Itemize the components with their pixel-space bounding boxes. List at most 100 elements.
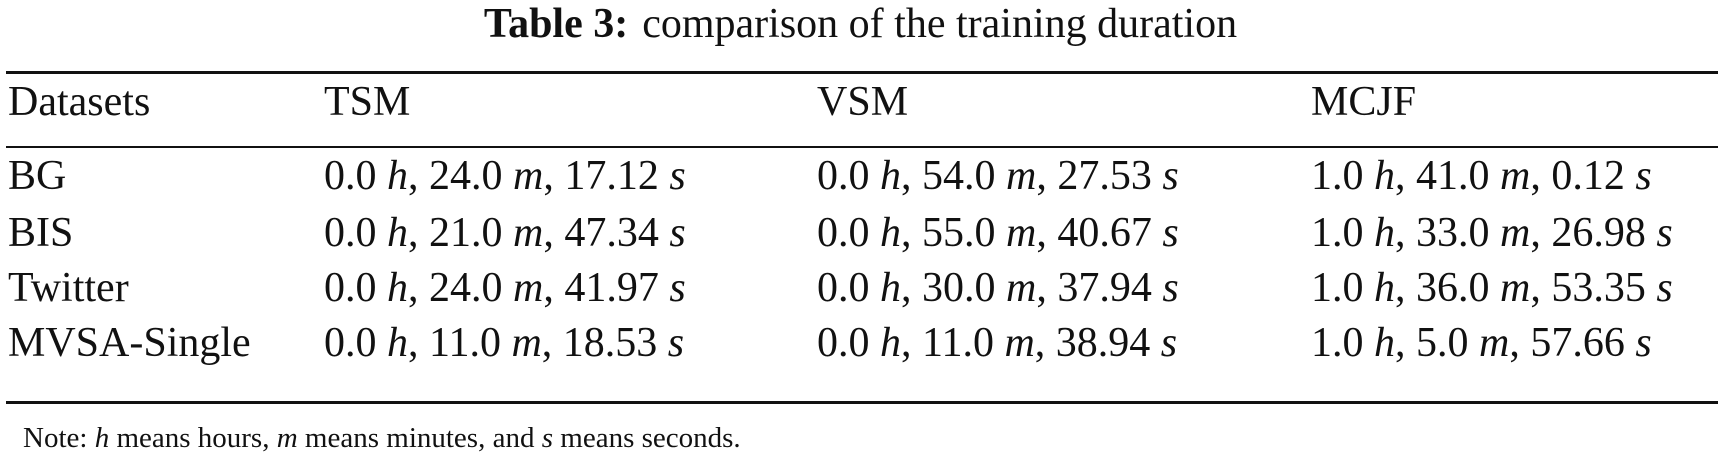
seconds-unit: s [1656, 210, 1673, 256]
minutes-value: 54.0 [922, 153, 996, 199]
minutes-value: 24.0 [429, 265, 503, 311]
note-h-text: means hours, [116, 422, 270, 454]
seconds-value: 26.98 [1551, 210, 1646, 256]
minutes-value: 36.0 [1416, 265, 1490, 311]
hours-value: 1.0 [1311, 210, 1364, 256]
table-top-rule [6, 71, 1718, 74]
hours-value: 0.0 [817, 265, 870, 311]
minutes-value: 55.0 [922, 210, 996, 256]
duration-cell-tsm: 0.0 h, 11.0 m, 18.53 s [324, 320, 685, 366]
duration-cell-vsm: 0.0 h, 55.0 m, 40.67 s [817, 210, 1179, 256]
hours-unit: h [1374, 153, 1395, 199]
seconds-value: 53.35 [1551, 265, 1646, 311]
seconds-unit: s [1162, 210, 1179, 256]
minutes-unit: m [1006, 265, 1037, 311]
minutes-unit: m [513, 153, 544, 199]
seconds-unit: s [669, 265, 686, 311]
hours-value: 0.0 [324, 320, 377, 366]
hours-value: 0.0 [817, 320, 870, 366]
note-m-symbol: m [276, 422, 298, 454]
hours-value: 0.0 [817, 210, 870, 256]
hours-unit: h [1374, 265, 1395, 311]
minutes-unit: m [1006, 210, 1037, 256]
duration-cell-mcjf: 1.0 h, 41.0 m, 0.12 s [1311, 153, 1652, 199]
table-row: Twitter 0.0 h, 24.0 m, 41.97 s 0.0 h, 30.0… [0, 258, 1721, 318]
seconds-value: 17.12 [564, 153, 659, 199]
seconds-unit: s [669, 153, 686, 199]
duration-cell-mcjf: 1.0 h, 33.0 m, 26.98 s [1311, 210, 1673, 256]
table-row: BG 0.0 h, 24.0 m, 17.12 s 0.0 h, 54.0 m, 2… [0, 146, 1721, 206]
seconds-value: 18.53 [562, 320, 658, 366]
minutes-value: 21.0 [429, 210, 503, 256]
hours-value: 1.0 [1311, 153, 1364, 199]
hours-unit: h [387, 210, 408, 256]
seconds-value: 47.34 [564, 210, 659, 256]
hours-unit: h [880, 153, 901, 199]
dataset-name-cell: Twitter [8, 265, 129, 311]
duration-cell-tsm: 0.0 h, 24.0 m, 17.12 s [324, 153, 686, 199]
duration-cell-tsm: 0.0 h, 24.0 m, 41.97 s [324, 265, 686, 311]
table-caption: Table 3: comparison of the training durat… [0, 0, 1721, 48]
minutes-unit: m [1004, 320, 1035, 366]
minutes-unit: m [1500, 265, 1531, 311]
seconds-unit: s [1635, 320, 1652, 366]
minutes-value: 24.0 [429, 153, 503, 199]
duration-cell-vsm: 0.0 h, 11.0 m, 38.94 s [817, 320, 1178, 366]
seconds-unit: s [1162, 153, 1179, 199]
dataset-name-cell: BG [8, 153, 67, 199]
hours-value: 0.0 [324, 210, 377, 256]
hours-value: 1.0 [1311, 265, 1364, 311]
header-mcjf: MCJF [1311, 79, 1417, 125]
seconds-unit: s [1656, 265, 1673, 311]
duration-cell-mcjf: 1.0 h, 36.0 m, 53.35 s [1311, 265, 1673, 311]
minutes-unit: m [1500, 153, 1531, 199]
seconds-value: 57.66 [1530, 320, 1625, 366]
seconds-value: 38.94 [1055, 320, 1151, 366]
note-h-symbol: h [94, 422, 110, 454]
seconds-unit: s [1635, 153, 1652, 199]
seconds-value: 37.94 [1057, 265, 1152, 311]
dataset-name-cell: MVSA-Single [8, 320, 251, 366]
header-datasets: Datasets [8, 79, 151, 125]
hours-unit: h [387, 320, 408, 366]
hours-unit: h [1374, 210, 1395, 256]
seconds-unit: s [1162, 265, 1179, 311]
hours-unit: h [880, 265, 901, 311]
table-header-row: Datasets TSM VSM MCJF [0, 72, 1721, 132]
seconds-unit: s [667, 320, 685, 366]
duration-cell-vsm: 0.0 h, 30.0 m, 37.94 s [817, 265, 1179, 311]
table-caption-text: comparison of the training duration [642, 1, 1238, 47]
header-vsm: VSM [817, 79, 909, 125]
seconds-value: 40.67 [1057, 210, 1152, 256]
minutes-value: 5.0 [1416, 320, 1469, 366]
note-s-symbol: s [541, 422, 554, 454]
note-m-text: means minutes, and [304, 422, 535, 454]
table-header-rule [6, 146, 1718, 148]
hours-value: 1.0 [1311, 320, 1364, 366]
minutes-unit: m [513, 265, 544, 311]
minutes-unit: m [1006, 153, 1037, 199]
hours-unit: h [1374, 320, 1395, 366]
minutes-value: 33.0 [1416, 210, 1490, 256]
hours-value: 0.0 [817, 153, 870, 199]
hours-value: 0.0 [324, 265, 377, 311]
hours-unit: h [387, 153, 408, 199]
table-note: Note: h means hours, m means minutes, an… [23, 420, 741, 456]
hours-unit: h [880, 210, 901, 256]
minutes-unit: m [513, 210, 544, 256]
minutes-value: 30.0 [922, 265, 996, 311]
seconds-value: 27.53 [1057, 153, 1152, 199]
table-row: BIS 0.0 h, 21.0 m, 47.34 s 0.0 h, 55.0 m, … [0, 203, 1721, 263]
duration-cell-tsm: 0.0 h, 21.0 m, 47.34 s [324, 210, 686, 256]
hours-value: 0.0 [324, 153, 377, 199]
duration-cell-mcjf: 1.0 h, 5.0 m, 57.66 s [1311, 320, 1652, 366]
minutes-value: 41.0 [1416, 153, 1490, 199]
note-s-text: means seconds. [560, 422, 741, 454]
seconds-unit: s [669, 210, 686, 256]
minutes-value: 11.0 [429, 320, 501, 366]
minutes-unit: m [1479, 320, 1510, 366]
minutes-unit: m [1500, 210, 1531, 256]
minutes-unit: m [511, 320, 542, 366]
seconds-value: 0.12 [1551, 153, 1625, 199]
seconds-value: 41.97 [564, 265, 659, 311]
